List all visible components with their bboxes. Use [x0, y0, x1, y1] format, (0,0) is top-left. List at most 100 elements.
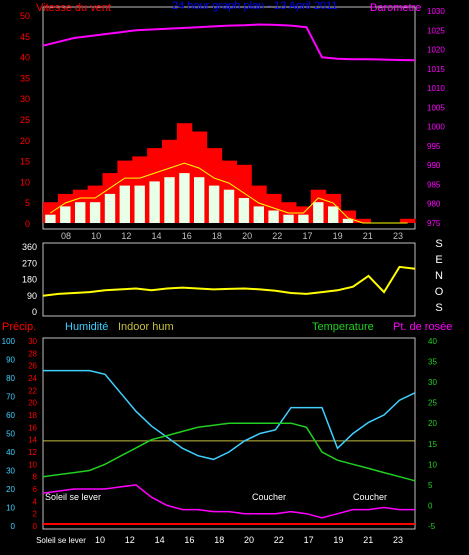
wind-avg-bar [134, 185, 145, 223]
humidity-tick-label: 70 [6, 393, 15, 402]
wind-avg-bar [60, 206, 71, 223]
wind-x-tick-label: 23 [393, 231, 403, 241]
direction-tick-label: 360 [22, 242, 37, 252]
sunset-annotation-1: Coucher [252, 492, 286, 502]
wind-x-tick-label: 14 [152, 231, 162, 241]
barometer-tick-label: 980 [427, 200, 441, 209]
temperature-tick-label: 35 [428, 358, 437, 367]
direction-tick-label: 0 [32, 307, 37, 317]
humidity-ticks: 0 10 20 30 40 50 60 70 80 90 100 [2, 337, 16, 531]
precip-tick-label: 2 [33, 510, 38, 519]
wind-x-tick-label: 16 [182, 231, 192, 241]
wind-tick-label: 5 [25, 198, 30, 208]
temp-hum-x-tick-label: 14 [155, 535, 165, 545]
wind-axis-label: Vitesse du vent [36, 2, 111, 14]
wind-x-ticks: 08 10 12 14 16 18 20 22 17 19 21 23 [61, 231, 403, 241]
direction-letter: S [435, 238, 442, 250]
barometer-tick-label: 975 [427, 219, 441, 228]
precip-tick-label: 14 [28, 436, 37, 445]
wind-avg-bar [208, 185, 220, 223]
precip-tick-label: 10 [28, 460, 37, 469]
temp-hum-x-tick-label: 22 [274, 535, 284, 545]
temperature-tick-label: 5 [428, 481, 433, 490]
wind-tick-label: 20 [20, 136, 30, 146]
direction-letter: N [435, 270, 443, 282]
temperature-label: Temperature [312, 321, 374, 333]
temp-hum-x-tick-label: 16 [184, 535, 194, 545]
temperature-tick-label: -5 [428, 522, 436, 531]
wind-x-tick-label: 10 [91, 231, 101, 241]
wind-x-tick-label: 17 [302, 231, 312, 241]
wind-avg-bar [253, 206, 264, 223]
barometer-tick-label: 1000 [427, 123, 445, 132]
humidity-tick-label: 50 [6, 430, 15, 439]
temp-hum-x-tick-label: 12 [125, 535, 135, 545]
temp-hum-x-tick-label: 23 [393, 535, 403, 545]
humidity-tick-label: 0 [11, 522, 16, 531]
humidity-tick-label: 60 [6, 411, 15, 420]
barometer-tick-label: 995 [427, 142, 441, 151]
precip-tick-label: 4 [33, 497, 38, 506]
temperature-tick-label: 30 [428, 378, 437, 387]
barometer-tick-label: 1030 [427, 7, 445, 16]
precip-label: Précip. [2, 321, 36, 333]
temp-hum-x-ticks: Soleil se lever 10 12 14 16 18 20 22 17 19 21 23 [36, 535, 403, 545]
wind-avg-bar [164, 177, 175, 223]
direction-panel-frame [42, 242, 416, 317]
wind-tick-label: 15 [20, 157, 30, 167]
sunset-annotation-2: Coucher [353, 492, 387, 502]
humidity-tick-label: 10 [6, 504, 15, 513]
direction-tick-label: 270 [22, 258, 37, 268]
wind-avg-bar [119, 185, 130, 223]
humidity-tick-label: 80 [6, 374, 15, 383]
wind-avg-bar [149, 181, 160, 223]
wind-tick-label: 50 [20, 11, 30, 21]
wind-tick-label: 25 [20, 115, 30, 125]
humidity-tick-label: 40 [6, 448, 15, 457]
humidity-tick-label: 20 [6, 485, 15, 494]
precip-tick-label: 16 [28, 423, 37, 432]
wind-gust-bar [400, 218, 416, 223]
precip-tick-label: 6 [33, 485, 38, 494]
temperature-ticks: -5 0 5 10 15 20 25 30 35 40 [428, 337, 437, 531]
temp-hum-x-tick-label: 17 [304, 535, 314, 545]
precip-tick-label: 24 [28, 374, 37, 383]
direction-letter: O [435, 286, 444, 298]
wind-avg-bar [328, 206, 339, 223]
wind-avg-bar [342, 218, 354, 223]
barometer-tick-label: 1005 [427, 103, 445, 112]
temperature-tick-label: 25 [428, 399, 437, 408]
indoor-hum-label: Indoor hum [118, 321, 174, 333]
temp-hum-x-tick-label: 20 [244, 535, 254, 545]
wind-panel-frame [42, 6, 416, 230]
temperature-tick-label: 20 [428, 419, 437, 428]
temp-hum-x-tick-label: 21 [363, 535, 373, 545]
temp-hum-panel-frame [42, 337, 416, 530]
humidity-tick-label: 100 [2, 337, 16, 346]
wind-avg-bar [179, 173, 190, 223]
wind-avg-bar [298, 214, 309, 223]
direction-left-ticks: 0 90 180 270 360 [22, 242, 37, 317]
precip-tick-label: 18 [28, 411, 37, 420]
chart-title: 24 hour graph plan - 13 April 2011 [172, 0, 338, 12]
temperature-tick-label: 10 [428, 460, 437, 469]
precip-tick-label: 26 [28, 362, 37, 371]
wind-x-tick-label: 12 [121, 231, 131, 241]
wind-avg-bar [75, 202, 86, 223]
wind-x-tick-label: 20 [242, 231, 252, 241]
wind-tick-label: 30 [20, 94, 30, 104]
temp-hum-x-tick-label: 10 [95, 535, 105, 545]
sunrise-annotation: Soleil se lever [45, 492, 101, 502]
precip-tick-label: 0 [33, 522, 38, 531]
wind-x-tick-label: 21 [363, 231, 373, 241]
wind-avg-bar [45, 214, 56, 223]
wind-x-tick-label: 08 [61, 231, 71, 241]
precip-tick-label: 22 [28, 386, 37, 395]
temperature-line [42, 422, 416, 482]
precip-tick-label: 28 [28, 349, 37, 358]
barometer-tick-label: 1025 [427, 26, 445, 35]
wind-avg-bar [268, 210, 279, 223]
wind-avg-bar [283, 214, 294, 223]
